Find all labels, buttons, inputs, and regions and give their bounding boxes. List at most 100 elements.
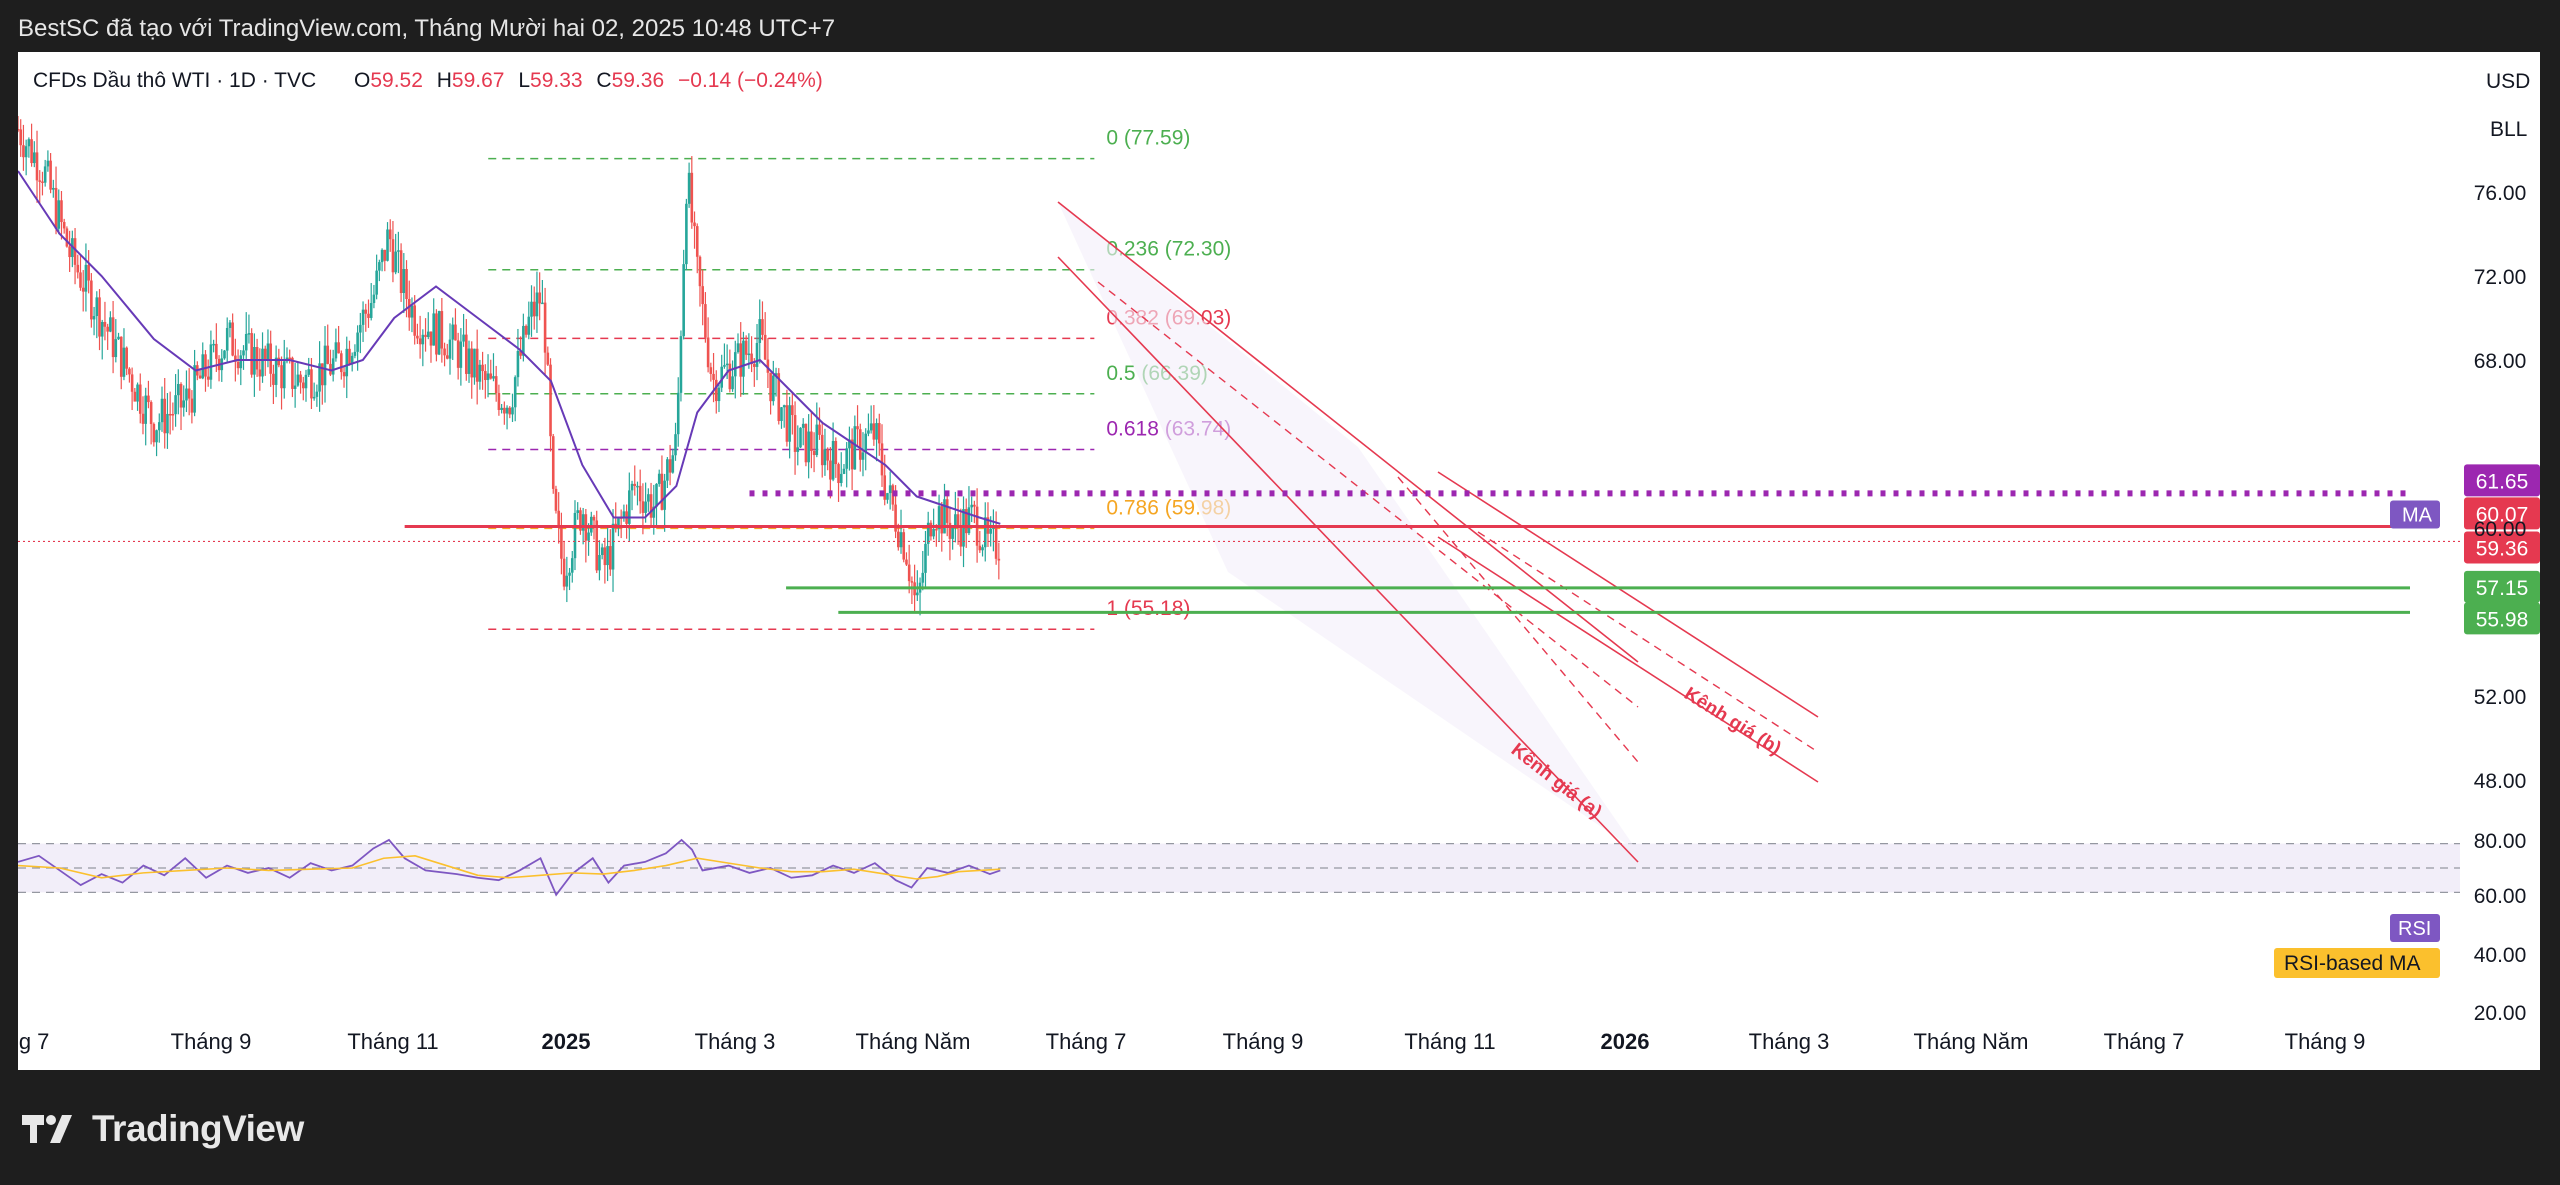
candle-body: [636, 485, 639, 488]
candle-body: [758, 319, 762, 343]
candle-body: [299, 374, 302, 383]
candle-body: [796, 447, 800, 452]
candle-body: [79, 272, 82, 288]
candle-body: [277, 357, 281, 366]
time-tick-label: ng 7: [18, 1029, 49, 1054]
candle-body: [410, 305, 414, 318]
candle-body: [310, 369, 313, 399]
price-tag-level-56-bg: [2464, 602, 2540, 635]
legend-high-label: H: [437, 69, 452, 92]
time-tick-label: Tháng 3: [1749, 1029, 1830, 1054]
candle-body: [877, 423, 881, 444]
candle-body: [68, 246, 71, 258]
candle-body: [826, 449, 829, 461]
candle-body: [462, 334, 465, 342]
axis-unit[interactable]: BLL: [2490, 118, 2527, 141]
candle-body: [413, 305, 416, 336]
candle-body: [234, 355, 237, 362]
candle-body: [397, 250, 400, 252]
ma-tag: [2390, 500, 2440, 529]
candle-body: [869, 423, 873, 431]
candle-body: [261, 348, 264, 377]
rsi-tag-bg: [2390, 914, 2440, 942]
candle-body: [511, 407, 514, 415]
candle-body: [943, 499, 946, 534]
candle-body: [301, 382, 305, 389]
candle-body: [247, 333, 251, 335]
candle-body: [484, 371, 487, 381]
rsi-ma-line: [18, 854, 1001, 880]
candle-body: [807, 431, 810, 463]
candle-body: [307, 369, 311, 375]
candle-body: [296, 374, 300, 386]
candle-body: [926, 522, 930, 544]
candle-body: [361, 309, 365, 325]
candle-body: [606, 546, 609, 566]
candle-body: [399, 250, 403, 294]
candle-body: [823, 449, 827, 466]
tradingview-logo[interactable]: TradingView: [22, 1108, 304, 1150]
chart-canvas[interactable]: 0 (77.59)0.236 (72.30)0.382 (69.03)0.5 (…: [18, 52, 2540, 1070]
candle-body: [293, 385, 297, 389]
candle-body: [886, 493, 889, 500]
candle-body: [255, 346, 259, 370]
candle-body: [671, 455, 675, 473]
candle-body: [546, 352, 550, 365]
legend-low-label: L: [518, 69, 530, 92]
candle-body: [432, 313, 436, 346]
candle-body: [956, 514, 960, 527]
candle-body: [712, 373, 715, 380]
candle-body: [465, 334, 468, 374]
candle-body: [356, 332, 359, 352]
candle-body: [30, 139, 33, 164]
candle-body: [155, 430, 158, 443]
candle-body: [609, 546, 612, 570]
candle-body: [231, 322, 234, 356]
candle-body: [22, 145, 25, 158]
price-tag-last: 59.36: [2476, 537, 2529, 560]
candle-body: [312, 396, 316, 399]
candle-body: [171, 414, 175, 416]
candle-body: [166, 413, 169, 434]
candle-body: [326, 345, 330, 364]
candle-body: [269, 343, 272, 374]
candle-body: [617, 517, 620, 529]
chart-frame[interactable]: 0 (77.59)0.236 (72.30)0.382 (69.03)0.5 (…: [18, 52, 2540, 1070]
time-tick-label: Tháng 7: [1046, 1029, 1127, 1054]
channel-b-label: Kênh giá (b): [1680, 683, 1784, 759]
candle-body: [456, 340, 460, 368]
candle-body: [345, 348, 349, 377]
candle-body: [554, 488, 558, 511]
time-tick-label: Tháng 11: [347, 1029, 438, 1054]
candle-body: [666, 459, 669, 481]
candle-body: [777, 373, 781, 421]
legend-open-label: O: [354, 69, 370, 92]
candle-body: [212, 343, 215, 346]
candle-body: [864, 433, 868, 453]
candle-body: [369, 303, 373, 318]
candle-body: [33, 152, 36, 164]
candle-body: [407, 299, 411, 318]
candle-body: [435, 313, 438, 355]
candle-body: [704, 304, 707, 338]
candle-body: [57, 200, 61, 229]
candle-body: [266, 343, 270, 360]
candle-body: [592, 516, 596, 521]
candle-body: [739, 343, 743, 377]
candle-body: [747, 353, 751, 356]
candle-body: [649, 494, 653, 518]
candle-body: [899, 532, 903, 548]
price-tick-label: 72.00: [2474, 266, 2527, 289]
candle-body: [693, 222, 696, 227]
candle-body: [454, 324, 457, 341]
candle-body: [519, 350, 522, 356]
time-tick-label: Tháng Năm: [856, 1029, 971, 1054]
candle-body: [611, 523, 615, 570]
time-tick-label: Tháng 9: [171, 1029, 252, 1054]
candle-body: [997, 558, 1001, 561]
candle-body: [359, 324, 362, 333]
axis-currency[interactable]: USD: [2486, 70, 2530, 93]
candle-body: [763, 334, 767, 360]
candle-body: [698, 256, 702, 287]
candle-body: [856, 426, 859, 430]
